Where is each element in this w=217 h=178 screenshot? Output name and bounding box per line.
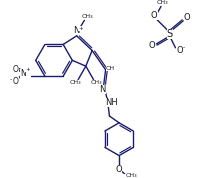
Text: +: + — [25, 67, 30, 72]
Text: NH: NH — [105, 98, 118, 107]
Text: +: + — [78, 26, 83, 31]
Text: -: - — [10, 78, 12, 83]
Text: CH₃: CH₃ — [69, 80, 81, 85]
Text: CH₃: CH₃ — [126, 173, 137, 178]
Text: CH: CH — [106, 66, 115, 71]
Text: CH₃: CH₃ — [81, 14, 93, 19]
Text: S: S — [167, 29, 173, 39]
Text: O: O — [176, 46, 183, 55]
Text: O: O — [116, 165, 122, 174]
Text: O: O — [151, 11, 158, 20]
Text: -: - — [183, 45, 185, 50]
Text: O: O — [184, 13, 190, 22]
Text: N: N — [100, 85, 106, 94]
Text: O: O — [13, 65, 19, 74]
Text: O: O — [13, 77, 19, 86]
Text: CH₃: CH₃ — [91, 80, 102, 85]
Text: O: O — [148, 41, 155, 50]
Text: N: N — [20, 69, 26, 78]
Text: CH₃: CH₃ — [156, 0, 168, 5]
Text: N: N — [74, 27, 80, 35]
